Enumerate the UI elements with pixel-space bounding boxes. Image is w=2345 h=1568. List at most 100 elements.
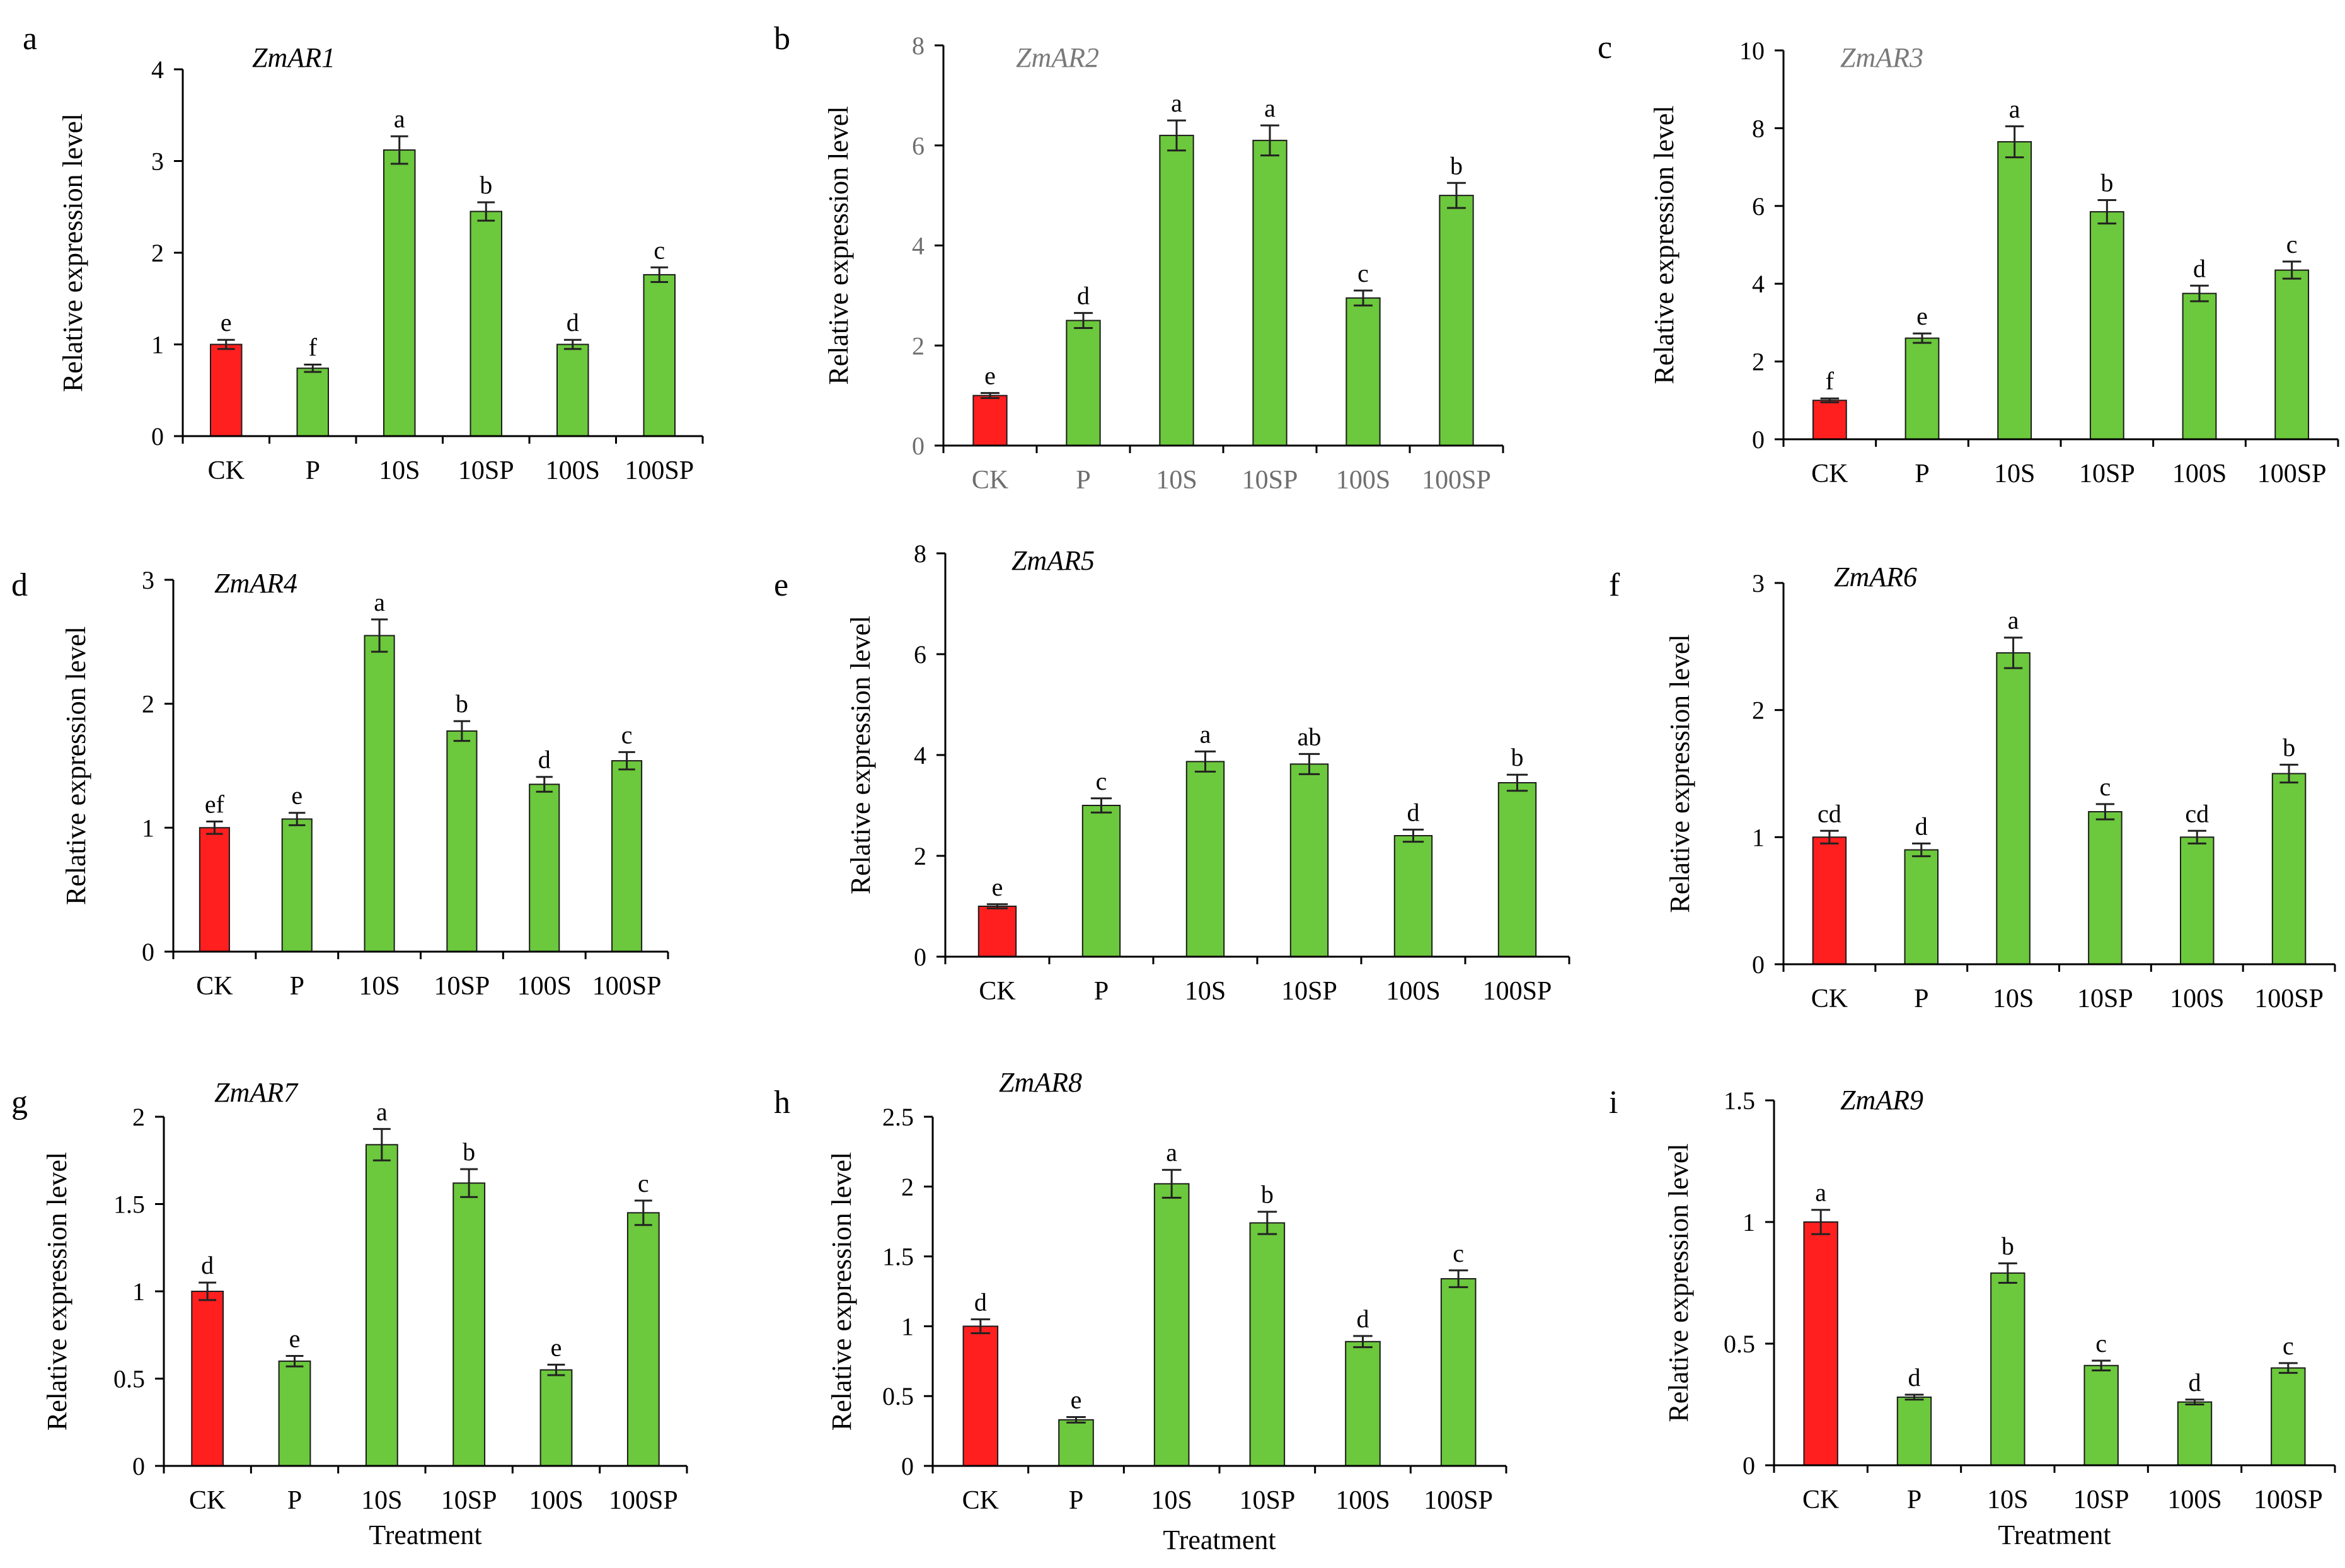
x-tick-label: 10S: [1156, 466, 1197, 495]
x-tick-label: 100SP: [2257, 459, 2327, 488]
bar-10sp: [2088, 811, 2123, 965]
bar-10s: [1990, 1272, 2025, 1467]
y-axis-label: Relative expression level: [60, 626, 91, 905]
bar-10sp: [1289, 763, 1329, 958]
bar-p: [1896, 1396, 1932, 1466]
y-tick-label: 2: [912, 331, 925, 360]
error-bar: [634, 1199, 652, 1226]
error-bar: [1811, 1209, 1831, 1235]
x-tick-label: 10S: [359, 972, 400, 1001]
significance-letter: e: [1071, 1385, 1082, 1414]
error-bar: [1074, 312, 1093, 329]
error-bar: [2095, 803, 2115, 821]
y-tick-label: 0: [142, 938, 154, 966]
panel-letter: e: [774, 567, 788, 603]
significance-letter: e: [992, 873, 1003, 901]
significance-letter: e: [1916, 302, 1928, 330]
chart-panel-e: e ZmAR5 Relative expression level e CK c Pa 10S…: [774, 539, 1570, 1006]
error-bar: [650, 266, 669, 284]
error-bar: [2092, 1359, 2111, 1371]
error-bar: [563, 338, 582, 350]
significance-letter: cd: [1818, 799, 1841, 827]
bar-100s: [529, 783, 560, 952]
chart-title: ZmAR8: [999, 1067, 1082, 1098]
error-bar: [289, 812, 306, 826]
chart-panel-c: c ZmAR3 Relative expression level f CK e Pa 10S…: [1598, 30, 2339, 488]
error-bar: [1448, 1269, 1468, 1288]
y-tick-label: 0: [1752, 425, 1765, 454]
significance-letter: f: [309, 333, 318, 362]
bar-p: [296, 367, 329, 437]
x-tick-label: P: [306, 456, 320, 485]
chart-title: ZmAR6: [1834, 562, 1917, 592]
chart-panel-i: i ZmAR9 Relative expression level a CK d Pb 10S…: [1609, 1085, 2336, 1550]
significance-letter: b: [463, 1138, 475, 1166]
x-tick-label: CK: [962, 1486, 999, 1515]
bar-10sp: [2089, 211, 2124, 440]
y-tick-label: 0.5: [1724, 1330, 1755, 1358]
x-axis-label: Treatment: [369, 1519, 481, 1550]
y-tick-label: 2: [142, 690, 154, 718]
x-tick-label: P: [1907, 1485, 1922, 1514]
x-tick-label: 10SP: [2073, 1485, 2129, 1514]
significance-letter: c: [621, 720, 633, 749]
error-bar: [2278, 1362, 2298, 1374]
significance-letter: e: [291, 781, 302, 810]
chart-title: ZmAR9: [1840, 1085, 1923, 1115]
y-tick-label: 2: [132, 1103, 145, 1131]
x-tick-label: 100S: [529, 1486, 583, 1515]
y-tick-label: 3: [142, 566, 154, 594]
y-tick-label: 1: [901, 1312, 914, 1340]
bar-100sp: [2271, 1367, 2306, 1467]
bar-p: [1904, 337, 1940, 441]
bar-100sp: [1439, 195, 1474, 446]
x-tick-label: P: [290, 972, 304, 1001]
x-tick-label: 10SP: [2077, 984, 2133, 1013]
bar-ck: [199, 827, 230, 953]
x-tick-label: 10SP: [1242, 466, 1298, 495]
x-tick-label: CK: [208, 456, 245, 485]
significance-letter: c: [654, 236, 665, 264]
x-tick-label: CK: [1811, 459, 1848, 488]
y-tick-label: 6: [912, 132, 925, 160]
significance-letter: c: [1357, 259, 1369, 287]
y-tick-label: 2: [151, 239, 164, 267]
bar-10s: [1996, 652, 2031, 965]
error-bar: [206, 821, 223, 835]
significance-letter: c: [2100, 773, 2111, 801]
x-tick-label: 100S: [517, 972, 572, 1001]
significance-letter: a: [1166, 1138, 1177, 1167]
y-tick-label: 8: [1752, 114, 1765, 142]
panel-letter: c: [1598, 30, 1612, 66]
x-tick-label: 100SP: [592, 972, 662, 1001]
y-tick-label: 0.5: [882, 1382, 914, 1410]
error-bar: [1167, 119, 1186, 152]
x-tick-label: P: [1094, 977, 1109, 1006]
significance-letter: e: [551, 1333, 562, 1361]
chart-title: ZmAR4: [214, 568, 297, 599]
error-bar: [372, 1127, 391, 1162]
x-tick-label: 10S: [1987, 1485, 2028, 1514]
significance-letter: c: [2095, 1329, 2107, 1358]
significance-letter: cd: [2185, 799, 2209, 827]
bar-p: [278, 1360, 311, 1467]
error-bar: [460, 1168, 478, 1198]
x-tick-label: 10S: [379, 456, 420, 485]
bar-ck: [1812, 836, 1847, 966]
bar-ck: [977, 906, 1017, 957]
x-tick-label: 10SP: [458, 456, 514, 485]
significance-letter: c: [2286, 230, 2298, 258]
error-bar: [199, 1281, 217, 1301]
significance-letter: d: [974, 1288, 987, 1316]
x-tick-label: CK: [189, 1486, 226, 1515]
x-tick-label: 10S: [361, 1486, 402, 1515]
x-tick-label: CK: [979, 977, 1015, 1006]
x-tick-label: P: [1076, 466, 1090, 495]
panel-letter: a: [23, 21, 37, 57]
bar-100s: [1345, 297, 1381, 446]
bar-p: [281, 818, 313, 952]
error-bar: [217, 338, 235, 350]
bar-100s: [556, 343, 589, 437]
y-axis-label: Relative expression level: [1663, 1143, 1694, 1422]
